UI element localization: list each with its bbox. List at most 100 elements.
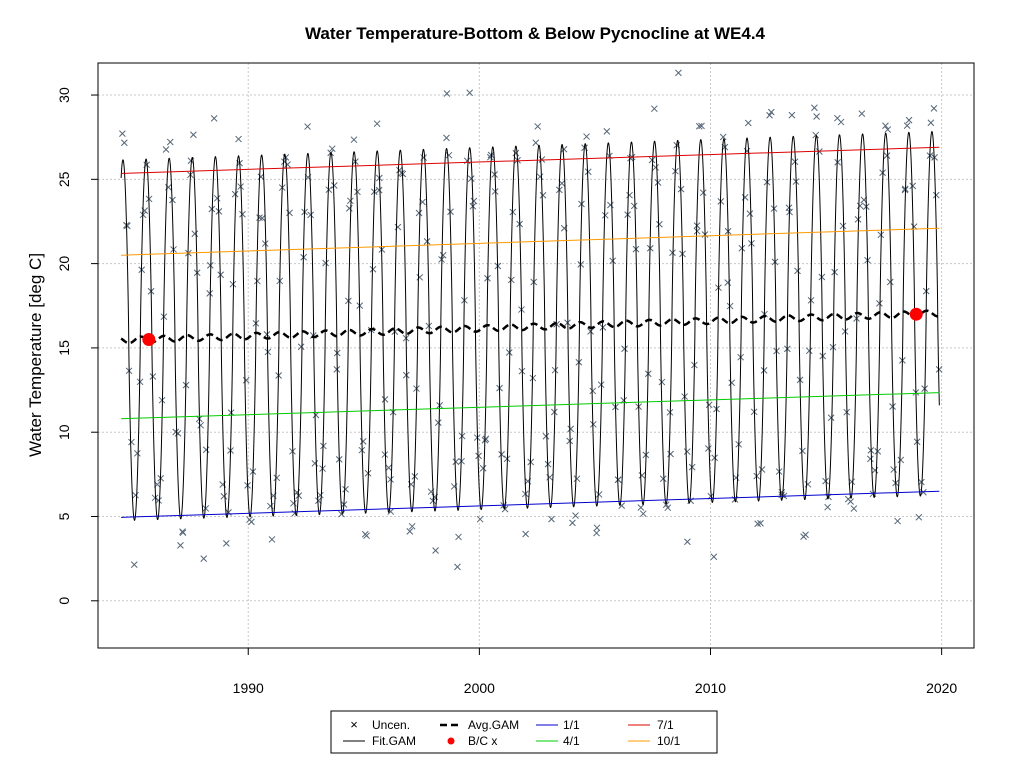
observation-cross-stroke	[664, 504, 672, 512]
observation-cross-stroke	[654, 179, 662, 186]
observation-point	[423, 238, 431, 245]
observation-point	[601, 211, 609, 219]
observation-cross-stroke	[359, 437, 367, 445]
observation-cross-stroke	[569, 519, 576, 527]
observation-point	[595, 491, 603, 498]
observation-point	[268, 536, 276, 543]
plot-area	[119, 69, 943, 571]
series-line-avg-gam	[120, 309, 940, 345]
observation-cross-stroke	[698, 122, 705, 130]
observation-point	[134, 449, 141, 457]
observation-point	[794, 267, 801, 275]
observation-point	[210, 115, 218, 122]
observation-point	[639, 510, 647, 518]
observation-point	[932, 191, 940, 199]
observation-point	[439, 251, 447, 259]
y-tick-label: 15	[56, 340, 72, 356]
observation-cross-stroke	[918, 478, 925, 486]
observation-cross-stroke	[213, 194, 221, 202]
observation-point	[191, 230, 199, 238]
observation-point	[190, 131, 197, 139]
observation-point	[174, 430, 182, 437]
observation-cross-stroke	[802, 531, 809, 539]
observation-point	[741, 194, 749, 201]
observation-point	[894, 517, 901, 525]
observation-point	[307, 211, 314, 219]
y-tick-label: 0	[56, 597, 72, 605]
observation-point	[200, 555, 208, 562]
observation-point	[886, 278, 894, 286]
observation-point	[560, 145, 568, 153]
observation-cross-stroke	[443, 134, 450, 142]
observation-point	[550, 408, 558, 416]
observation-point	[350, 136, 358, 144]
observation-cross-stroke	[927, 119, 935, 127]
observation-point	[130, 561, 138, 568]
x-tick-label: 2010	[695, 680, 726, 696]
observation-point	[719, 133, 727, 141]
observation-cross-stroke	[603, 128, 611, 135]
observation-point	[573, 475, 581, 483]
observation-point	[470, 197, 478, 205]
observation-cross-stroke	[363, 532, 370, 540]
observation-cross-stroke	[894, 517, 901, 525]
observation-point	[162, 146, 170, 153]
observation-point	[724, 279, 732, 286]
observation-point	[415, 209, 423, 217]
legend-box	[330, 710, 718, 754]
observation-cross-stroke	[551, 366, 559, 374]
observation-point	[650, 105, 658, 113]
observation-cross-stroke	[705, 401, 713, 409]
observation-point	[822, 477, 829, 485]
observation-cross-stroke	[220, 492, 228, 500]
observation-point	[132, 491, 139, 499]
observation-point	[638, 472, 646, 479]
observation-cross-stroke	[536, 173, 544, 181]
observation-cross-stroke	[652, 164, 659, 171]
observation-cross-stroke	[132, 491, 139, 499]
legend-key-uncen: ×	[350, 717, 358, 732]
observation-point	[257, 173, 265, 181]
observation-cross-stroke	[284, 161, 291, 168]
observation-cross-stroke	[719, 133, 727, 141]
observation-cross-stroke	[658, 378, 666, 386]
observation-point	[406, 528, 414, 535]
observation-point	[726, 302, 734, 310]
observation-point	[630, 202, 638, 210]
observation-point	[654, 179, 662, 186]
observation-point	[905, 116, 913, 124]
observation-cross-stroke	[560, 145, 568, 153]
observation-cross-stroke	[266, 502, 274, 510]
observation-point	[286, 209, 293, 217]
observation-point	[416, 273, 424, 281]
observation-point	[381, 451, 389, 458]
observation-point	[375, 186, 383, 194]
observation-point	[551, 366, 559, 374]
observation-point	[432, 547, 439, 554]
observation-cross-stroke	[639, 510, 647, 518]
observation-cross-stroke	[758, 466, 766, 473]
observation-cross-stroke	[522, 530, 529, 538]
observation-cross-stroke	[834, 114, 841, 122]
observation-cross-stroke	[406, 528, 414, 535]
observation-point	[652, 164, 659, 171]
observation-cross-stroke	[328, 145, 336, 153]
observation-point	[479, 464, 487, 472]
observation-point	[512, 149, 520, 157]
observation-point	[239, 210, 246, 218]
observation-point	[507, 276, 515, 284]
legend-label-1-1: 1/1	[563, 718, 580, 732]
observation-point	[295, 492, 303, 499]
observation-cross-stroke	[558, 179, 566, 187]
observation-point	[155, 497, 163, 504]
observation-point	[532, 139, 540, 147]
y-axis-label: Water Temperature [deg C]	[26, 253, 45, 457]
observation-cross-stroke	[847, 498, 854, 505]
observation-cross-stroke	[375, 186, 383, 194]
observation-point	[408, 522, 416, 530]
fit-gam-curve	[120, 130, 940, 521]
observation-cross-stroke	[589, 420, 597, 428]
observation-cross-stroke	[662, 501, 670, 509]
observation-cross-stroke	[120, 139, 128, 147]
